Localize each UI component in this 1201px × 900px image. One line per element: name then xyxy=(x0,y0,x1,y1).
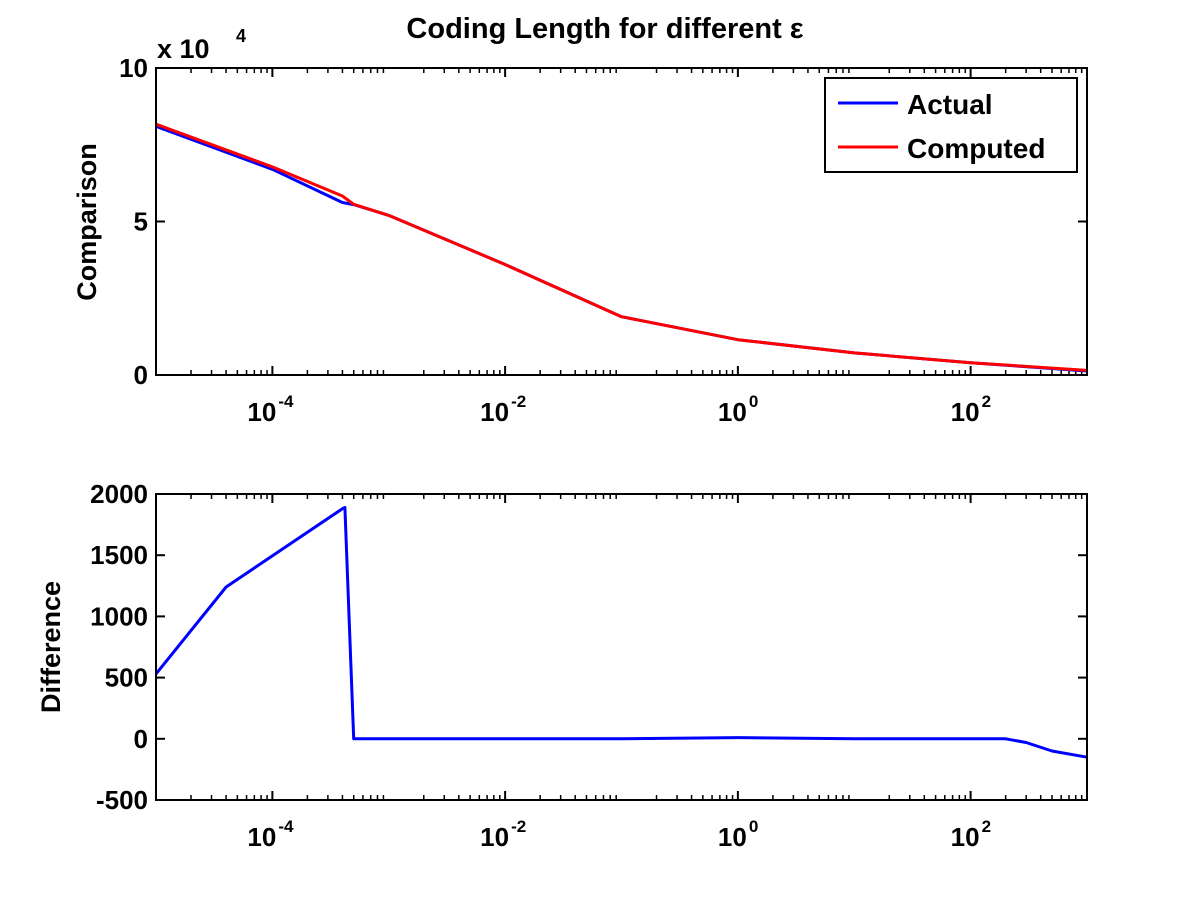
difference-x-tick-label-exponent: 0 xyxy=(749,817,758,836)
comparison-chart: Coding Length for different ε x 10 4 Com… xyxy=(72,13,1088,427)
comparison-x-tick-label-base: 10 xyxy=(480,397,509,427)
difference-y-tick-label: 500 xyxy=(105,663,148,693)
comparison-x-tick-label-exponent: 0 xyxy=(749,392,758,411)
series-line-computed xyxy=(155,122,1088,372)
comparison-y-tick-label: 0 xyxy=(134,360,148,390)
difference-x-tick-label-base: 10 xyxy=(247,822,276,852)
comparison-x-tick-label-base: 10 xyxy=(951,397,980,427)
chart-title: Coding Length for different ε xyxy=(406,13,803,45)
difference-x-tick-label-base: 10 xyxy=(951,822,980,852)
comparison-axes-box xyxy=(155,67,1088,376)
comparison-y-tick-label: 10 xyxy=(119,53,148,83)
series-line-difference xyxy=(154,506,1088,759)
legend: Actual Computed xyxy=(824,77,1078,173)
y-multiplier-exponent: 4 xyxy=(236,26,246,46)
legend-label-actual: Actual xyxy=(907,89,993,120)
y-axis-label-comparison: Comparison xyxy=(72,143,102,301)
comparison-x-tick-label-exponent: -2 xyxy=(511,392,526,411)
difference-x-tick-label-exponent: -2 xyxy=(511,817,526,836)
legend-label-computed: Computed xyxy=(907,133,1045,164)
difference-axes-box xyxy=(155,493,1088,801)
comparison-x-tick-label-base: 10 xyxy=(247,397,276,427)
difference-y-tick-label: 0 xyxy=(134,724,148,754)
difference-y-tick-label: 1000 xyxy=(90,601,148,631)
difference-x-tick-label-exponent: 2 xyxy=(982,817,991,836)
difference-y-tick-label: 1500 xyxy=(90,540,148,570)
legend-box xyxy=(824,77,1078,173)
difference-x-tick-label-exponent: -4 xyxy=(278,817,294,836)
difference-y-tick-label: 2000 xyxy=(90,479,148,509)
y-axis-label-difference: Difference xyxy=(36,581,66,713)
y-multiplier-base: x 10 xyxy=(157,34,210,64)
difference-series-lines xyxy=(154,506,1088,759)
difference-x-tick-label-base: 10 xyxy=(718,822,747,852)
comparison-x-tick-label-exponent: 2 xyxy=(982,392,991,411)
comparison-x-tick-label-base: 10 xyxy=(718,397,747,427)
difference-y-tick-label: -500 xyxy=(96,785,148,815)
comparison-x-tick-label-exponent: -4 xyxy=(278,392,294,411)
difference-x-tick-label-base: 10 xyxy=(480,822,509,852)
comparison-y-tick-label: 5 xyxy=(134,207,148,237)
comparison-series-lines xyxy=(155,122,1088,373)
